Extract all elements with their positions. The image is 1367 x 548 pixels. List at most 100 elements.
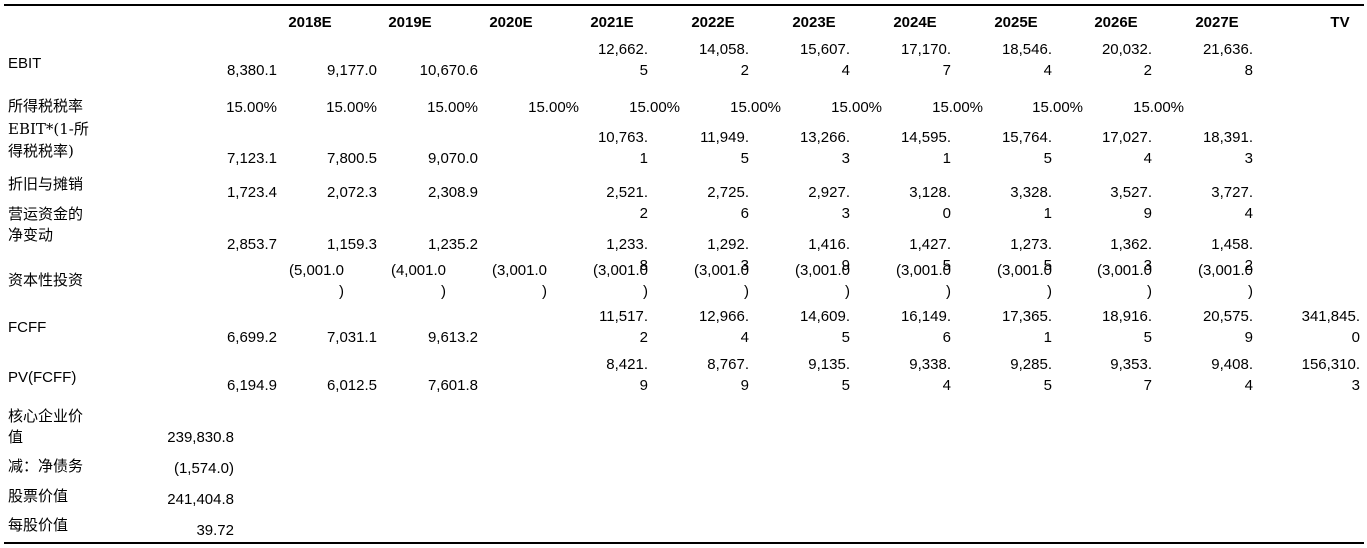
table-cell: 15.00% bbox=[629, 99, 680, 116]
table-cell: 7,123.1 bbox=[226, 150, 277, 167]
table-cell: 17,170. 7 bbox=[900, 41, 951, 79]
col-header-TV: TV bbox=[1330, 14, 1350, 31]
table-cell: 9,285. 5 bbox=[1010, 356, 1052, 394]
dcf-table bbox=[4, 4, 1364, 544]
col-header-2027E: 2027E bbox=[1195, 14, 1239, 31]
summary-value-net-debt: (1,574.0) bbox=[173, 460, 234, 477]
table-cell: 17,027. 4 bbox=[1101, 129, 1152, 167]
table-cell: 18,546. 4 bbox=[1001, 41, 1052, 79]
summary-value-enterprise-value: 239,830.8 bbox=[167, 429, 234, 446]
table-cell: 8,767. 9 bbox=[707, 356, 749, 394]
table-cell: 15,607. 4 bbox=[799, 41, 850, 79]
table-cell: 1,723.4 bbox=[226, 184, 277, 201]
table-cell: 341,845. 0 bbox=[1301, 308, 1360, 346]
table-cell: 2,725. 6 bbox=[707, 184, 749, 222]
table-cell: 11,517. 2 bbox=[599, 308, 648, 346]
table-cell: 10,670.6 bbox=[419, 62, 478, 79]
col-header-2023E: 2023E bbox=[792, 14, 836, 31]
table-cell: (3,001.0 ) bbox=[895, 262, 951, 300]
row-label-capex: 资本性投资 bbox=[8, 271, 84, 289]
table-cell: 6,699.2 bbox=[226, 329, 277, 346]
table-cell: 15.00% bbox=[226, 99, 277, 116]
summary-label-net-debt: 减：净债务 bbox=[8, 457, 84, 475]
table-cell: 2,521. 2 bbox=[606, 184, 648, 222]
table-cell: 3,128. 0 bbox=[909, 184, 951, 222]
table-cell: (5,001.0 ) bbox=[288, 262, 344, 300]
table-cell: 2,072.3 bbox=[326, 184, 377, 201]
table-cell: 18,391. 3 bbox=[1202, 129, 1253, 167]
table-cell: (3,001.0 ) bbox=[491, 262, 547, 300]
table-cell: 9,613.2 bbox=[427, 329, 478, 346]
table-cell: 15.00% bbox=[427, 99, 478, 116]
col-header-2019E: 2019E bbox=[388, 14, 432, 31]
table-cell: 13,266. 3 bbox=[799, 129, 850, 167]
table-cell: 156,310. 3 bbox=[1301, 356, 1360, 394]
row-label-working-capital: 营运资金的净变动 bbox=[8, 205, 84, 244]
table-cell: 14,609. 5 bbox=[799, 308, 850, 346]
table-cell: 20,575. 9 bbox=[1202, 308, 1253, 346]
table-cell: 14,595. 1 bbox=[900, 129, 951, 167]
table-cell: 7,031.1 bbox=[326, 329, 377, 346]
table-cell: 20,032. 2 bbox=[1101, 41, 1152, 79]
col-header-2020E: 2020E bbox=[489, 14, 533, 31]
table-cell: 1,235.2 bbox=[427, 236, 478, 253]
row-label-nopat: EBIT*(1-所得税税率) bbox=[8, 120, 89, 160]
table-cell: 17,365. 1 bbox=[1001, 308, 1052, 346]
summary-value-per-share-value: 39.72 bbox=[196, 522, 234, 539]
table-cell: 9,070.0 bbox=[427, 150, 478, 167]
summary-label-equity-value: 股票价值 bbox=[8, 487, 69, 505]
table-cell: 2,927. 3 bbox=[808, 184, 850, 222]
table-cell: 15.00% bbox=[1133, 99, 1184, 116]
table-cell: 14,058. 2 bbox=[698, 41, 749, 79]
table-cell: 16,149. 6 bbox=[900, 308, 951, 346]
table-cell: 9,353. 7 bbox=[1110, 356, 1152, 394]
table-cell: 1,292. 3 bbox=[707, 236, 749, 274]
table-cell: 15.00% bbox=[831, 99, 882, 116]
row-label-pv-fcff: PV(FCFF) bbox=[8, 369, 77, 386]
col-header-2022E: 2022E bbox=[691, 14, 735, 31]
table-cell: 1,416. 9 bbox=[808, 236, 850, 274]
col-header-2018E: 2018E bbox=[288, 14, 332, 31]
table-cell: (3,001.0 ) bbox=[1197, 262, 1253, 300]
row-label-fcff: FCFF bbox=[8, 319, 47, 336]
table-cell: (3,001.0 ) bbox=[1096, 262, 1152, 300]
table-cell: 18,916. 5 bbox=[1101, 308, 1152, 346]
table-cell: 15.00% bbox=[528, 99, 579, 116]
table-cell: 15.00% bbox=[326, 99, 377, 116]
table-cell: 15.00% bbox=[730, 99, 781, 116]
table-cell: 8,380.1 bbox=[226, 62, 277, 79]
row-label-ebit: EBIT bbox=[8, 55, 42, 72]
table-cell: 6,012.5 bbox=[326, 377, 377, 394]
table-cell: 6,194.9 bbox=[226, 377, 277, 394]
table-cell: 3,727. 4 bbox=[1211, 184, 1253, 222]
row-label-depreciation: 折旧与摊销 bbox=[8, 175, 84, 193]
summary-value-equity-value: 241,404.8 bbox=[167, 491, 234, 508]
table-cell: (3,001.0 ) bbox=[592, 262, 648, 300]
col-header-2021E: 2021E bbox=[590, 14, 634, 31]
table-cell: (4,001.0 ) bbox=[390, 262, 446, 300]
table-cell: 9,177.0 bbox=[326, 62, 377, 79]
col-header-2024E: 2024E bbox=[893, 14, 937, 31]
table-cell: 7,800.5 bbox=[326, 150, 377, 167]
table-cell: 1,427. 5 bbox=[909, 236, 951, 274]
col-header-2025E: 2025E bbox=[994, 14, 1038, 31]
table-cell: 3,527. 9 bbox=[1110, 184, 1152, 222]
table-cell: 1,362. 3 bbox=[1110, 236, 1152, 274]
col-header-2026E: 2026E bbox=[1094, 14, 1138, 31]
table-cell: 15,764. 5 bbox=[1001, 129, 1052, 167]
table-cell: 12,662. 5 bbox=[597, 41, 648, 79]
table-cell: 9,338. 4 bbox=[909, 356, 951, 394]
table-cell: 1,159.3 bbox=[326, 236, 377, 253]
table-cell: 1,458. 2 bbox=[1211, 236, 1253, 274]
table-cell: 9,135. 5 bbox=[808, 356, 850, 394]
table-cell: 9,408. 4 bbox=[1211, 356, 1253, 394]
table-cell: 8,421. 9 bbox=[606, 356, 648, 394]
table-cell: 15.00% bbox=[1032, 99, 1083, 116]
table-cell: 2,308.9 bbox=[427, 184, 478, 201]
summary-label-enterprise-value: 核心企业价值 bbox=[8, 407, 84, 446]
table-cell: 2,853.7 bbox=[226, 236, 277, 253]
table-cell: 12,966. 4 bbox=[698, 308, 749, 346]
table-cell: 1,273. 5 bbox=[1010, 236, 1052, 274]
row-label-tax-rate: 所得税税率 bbox=[8, 97, 84, 115]
table-cell: 3,328. 1 bbox=[1010, 184, 1052, 222]
